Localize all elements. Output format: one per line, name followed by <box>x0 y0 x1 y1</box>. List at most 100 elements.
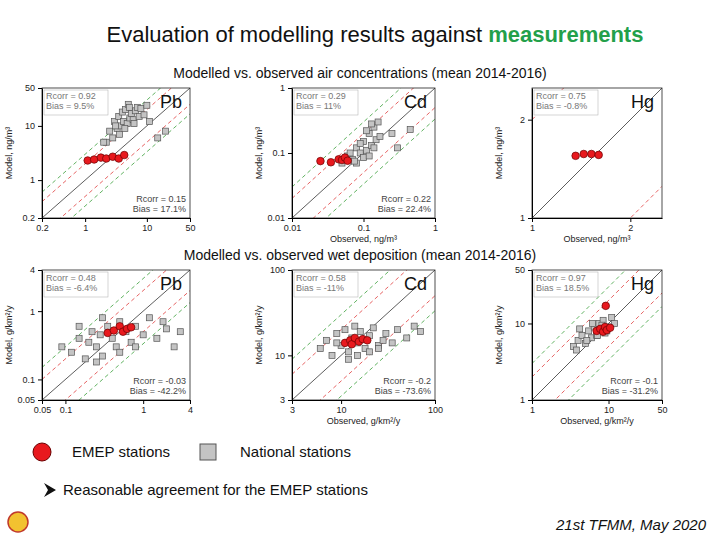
tick: 0.2 <box>36 218 49 233</box>
annotation-text: Bias = 9.5% <box>46 101 94 111</box>
annotation-text: Rcorr = 0.15 <box>136 194 186 204</box>
ratio-line <box>42 104 190 218</box>
tick: 100 <box>428 400 443 415</box>
y-axis-title: Model, ng/m³ <box>4 127 14 180</box>
data-point <box>117 349 123 355</box>
ratio-line <box>532 186 662 218</box>
slide-canvas: Evaluation of modelling results against … <box>0 0 720 540</box>
data-point <box>155 135 161 141</box>
section-subtitle: Modelled vs. observed wet deposition (me… <box>184 247 537 263</box>
tick-mark <box>65 400 66 404</box>
data-point <box>141 112 147 118</box>
plot-background <box>42 88 190 218</box>
data-point <box>76 323 82 329</box>
annotation-text: Rcorr = 0.22 <box>381 194 431 204</box>
tick-mark <box>662 400 663 404</box>
annotation-box <box>534 272 598 297</box>
tick: 1 <box>30 175 42 185</box>
ratio-line <box>532 88 662 120</box>
y-axis: 0.05 0.1 1 4 <box>17 265 42 405</box>
section-subtitle: Modelled vs. observed air concentrations… <box>173 65 547 81</box>
ratio-line <box>292 311 435 400</box>
annotation-text: Rcorr = -0.03 <box>133 376 186 386</box>
tick-mark <box>435 218 436 222</box>
tick-label: 0.1 <box>22 375 35 385</box>
series-points <box>101 101 169 145</box>
y-axis: 0.010.11 <box>267 83 292 223</box>
data-point <box>110 135 116 141</box>
data-point <box>586 328 592 334</box>
tick-label: 0.1 <box>60 405 73 415</box>
tick-label: 1 <box>520 395 525 405</box>
data-point <box>383 331 389 337</box>
y-axis-title: Model, g/km²/y <box>494 305 504 365</box>
ratio-line <box>292 270 435 359</box>
tick-label: 1 <box>530 223 535 233</box>
ratio-line <box>532 307 662 400</box>
ratio-line <box>42 88 190 192</box>
stats-annotation: Rcorr = -0.2Bias = -73.6% <box>375 376 431 396</box>
tick-mark <box>38 400 42 401</box>
y-axis: 1 10 50 <box>515 265 533 405</box>
stats-annotation: Rcorr = 0.22Bias = 22.4% <box>378 194 431 214</box>
axis-line <box>42 89 43 219</box>
series-points <box>317 323 423 362</box>
tick: 50 <box>515 265 532 275</box>
tick: 10 <box>275 351 292 361</box>
ratio-line <box>42 291 190 400</box>
tick-label: 3 <box>280 395 285 405</box>
data-point <box>101 139 107 145</box>
tick: 100 <box>270 265 292 275</box>
data-point <box>363 337 371 345</box>
y-axis: 12 <box>520 89 533 224</box>
tick-label: 10 <box>604 405 614 415</box>
annotation-box <box>294 90 358 115</box>
tick-label: 4 <box>30 265 35 275</box>
data-point <box>164 326 170 332</box>
data-point <box>177 329 183 335</box>
data-point <box>100 315 106 321</box>
axis-line <box>533 400 663 401</box>
plot-frame <box>292 88 435 218</box>
tick-label: 50 <box>185 223 195 233</box>
tick: 1 <box>30 307 42 317</box>
y-axis-title: Model, ng/m³ <box>254 127 264 180</box>
data-point <box>370 325 376 331</box>
stats-annotation: Rcorr = 0.75Bias = -0.8% <box>534 90 598 115</box>
tick-mark <box>288 270 292 271</box>
tick-label: 10 <box>515 319 525 329</box>
annotation-text: Bias = -0.8% <box>536 101 587 111</box>
data-point <box>395 145 401 151</box>
axis-line <box>293 400 436 401</box>
tick: 1 <box>520 213 532 223</box>
data-point <box>609 314 615 320</box>
data-point <box>112 123 118 129</box>
tick-mark <box>42 400 43 404</box>
plot-marks <box>42 270 190 400</box>
scatter-chart: 1105011050Observed, g/km²/yModel, g/km²/… <box>494 233 668 436</box>
tick-mark <box>435 400 436 404</box>
tick-mark <box>143 400 144 404</box>
tick-label: 2 <box>628 223 633 233</box>
annotation-text: Bias = 18.5% <box>536 283 589 293</box>
annotation-text: Rcorr = 0.48 <box>46 273 96 283</box>
tick-label: 100 <box>270 265 285 275</box>
tick: 2 <box>628 218 633 233</box>
data-point <box>100 353 106 359</box>
tick-mark <box>147 218 148 222</box>
tick-mark <box>528 218 532 219</box>
ratio-line <box>532 270 662 377</box>
tick-mark <box>292 218 293 222</box>
annotation-text: Rcorr = 0.97 <box>536 273 586 283</box>
series-points <box>104 322 135 336</box>
tick-label: 0.05 <box>17 395 35 405</box>
x-axis: 0.050.114 <box>34 400 193 415</box>
bullet-arrow <box>44 483 56 497</box>
tick: 1 <box>530 400 535 415</box>
chart-title: Cd <box>404 92 427 112</box>
data-point <box>127 323 135 331</box>
plot-background <box>532 88 662 218</box>
y-axis: 3 10 100 <box>270 265 293 405</box>
data-point <box>361 155 367 161</box>
tick-mark <box>38 126 42 127</box>
